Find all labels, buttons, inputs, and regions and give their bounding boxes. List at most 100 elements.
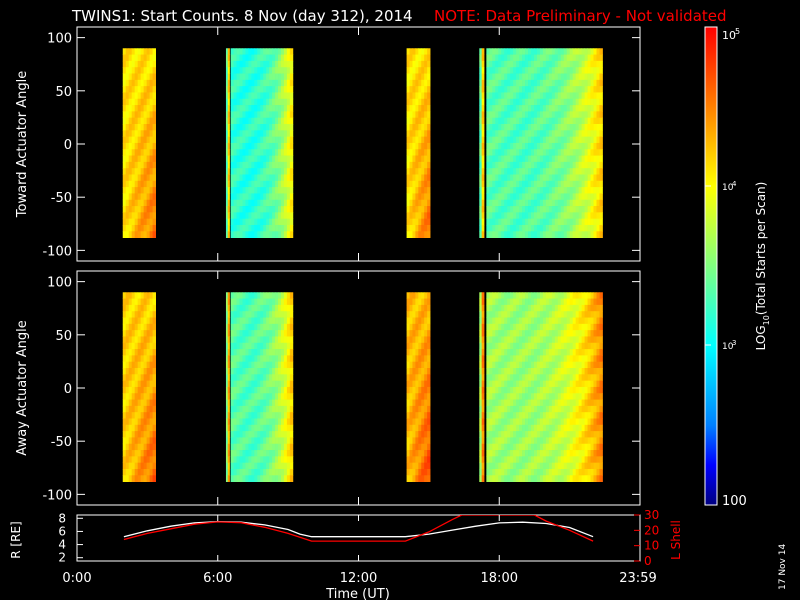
heatmap-cell — [257, 399, 261, 407]
heatmap-cell — [519, 374, 523, 382]
heatmap-cell — [418, 73, 422, 81]
heatmap-cell — [501, 336, 505, 344]
heatmap-cell — [557, 98, 562, 106]
heatmap-cell — [516, 187, 520, 194]
heatmap-cell — [415, 161, 419, 169]
heatmap-cell — [501, 218, 505, 226]
heatmap-cell — [513, 60, 517, 68]
heatmap-cell — [548, 174, 553, 182]
heatmap-cell — [510, 218, 514, 226]
heatmap-cell — [275, 149, 279, 156]
heatmap-cell — [531, 136, 535, 144]
heatmap-cell — [418, 380, 422, 388]
heatmap-cell — [248, 54, 252, 62]
heatmap-cell — [143, 412, 148, 419]
heatmap-cell — [242, 218, 246, 226]
heatmap-cell — [140, 92, 145, 100]
heatmap-cell — [481, 136, 485, 144]
heatmap-cell — [489, 136, 493, 144]
heatmap-cell — [254, 311, 258, 318]
heatmap-cell — [239, 79, 243, 87]
heatmap-cell — [245, 292, 249, 299]
heatmap-cell — [131, 98, 136, 106]
heatmap-cell — [510, 380, 514, 388]
heatmap-cell — [584, 105, 588, 112]
heatmap-cell — [242, 60, 246, 68]
heatmap-cell — [272, 124, 276, 131]
heatmap-cell — [140, 73, 145, 81]
heatmap-cell — [533, 443, 538, 451]
heatmap-cell — [504, 60, 508, 68]
heatmap-cell — [418, 292, 422, 299]
heatmap-cell — [134, 456, 139, 464]
heatmap-cell — [498, 218, 502, 226]
heatmap-cell — [479, 124, 483, 131]
heatmap-cell — [578, 48, 583, 55]
heatmap-cell — [421, 54, 425, 62]
heatmap-cell — [536, 117, 541, 125]
heatmap-cell — [272, 111, 276, 119]
heatmap-cell — [280, 380, 285, 388]
heatmap-cell — [225, 199, 229, 207]
heatmap-cell — [596, 431, 600, 438]
heatmap-cell — [507, 443, 511, 451]
heatmap-cell — [539, 79, 544, 87]
heatmap-cell — [539, 206, 544, 213]
heatmap-cell — [286, 298, 291, 306]
heatmap-cell — [542, 212, 547, 220]
heatmap-cell — [522, 336, 526, 344]
heatmap-cell — [528, 330, 532, 337]
heatmap-cell — [233, 206, 237, 213]
heatmap-cell — [125, 342, 130, 350]
heatmap-cell — [278, 437, 282, 445]
heatmap-cell — [137, 418, 142, 426]
heatmap-cell — [542, 98, 547, 106]
heatmap-cell — [525, 98, 529, 106]
heatmap-cell — [128, 117, 133, 125]
heatmap-cell — [266, 193, 270, 201]
heatmap-cell — [415, 218, 419, 226]
heatmap-cell — [551, 405, 556, 413]
heatmap-cell — [498, 161, 502, 169]
heatmap-cell — [289, 393, 294, 400]
heatmap-cell — [495, 292, 499, 299]
heatmap-cell — [134, 142, 139, 150]
heatmap-cell — [149, 174, 153, 182]
heatmap-cell — [266, 311, 270, 318]
heatmap-cell — [486, 224, 490, 232]
heatmap-cell — [137, 73, 142, 81]
heatmap-cell — [230, 355, 235, 363]
heatmap-cell — [131, 180, 136, 188]
heatmap-cell — [481, 149, 485, 156]
heatmap-cell — [227, 330, 230, 337]
heatmap-cell — [269, 73, 273, 81]
heatmap-cell — [149, 161, 153, 169]
heatmap-cell — [225, 424, 229, 432]
heatmap-cell — [152, 231, 156, 238]
heatmap-cell — [146, 187, 151, 194]
heatmap-cell — [513, 193, 517, 201]
heatmap-cell — [498, 98, 502, 106]
heatmap-cell — [421, 149, 425, 156]
heatmap-cell — [254, 418, 258, 426]
heatmap-cell — [519, 317, 523, 325]
heatmap-cell — [409, 187, 413, 194]
heatmap-cell — [569, 73, 574, 81]
heatmap-cell — [554, 405, 559, 413]
heatmap-cell — [596, 386, 600, 394]
heatmap-cell — [146, 349, 151, 356]
heatmap-cell — [272, 418, 276, 426]
heatmap-cell — [542, 412, 547, 419]
heatmap-cell — [481, 67, 485, 74]
heatmap-cell — [590, 73, 594, 81]
heatmap-cell — [122, 437, 127, 445]
heatmap-cell — [563, 468, 568, 476]
heatmap-cell — [418, 54, 422, 62]
heatmap-cell — [569, 298, 574, 306]
heatmap-cell — [525, 405, 529, 413]
heatmap-cell — [492, 431, 496, 438]
heatmap-cell — [584, 437, 588, 445]
heatmap-cell — [560, 424, 565, 432]
heatmap-cell — [424, 330, 428, 337]
heatmap-cell — [516, 224, 520, 232]
